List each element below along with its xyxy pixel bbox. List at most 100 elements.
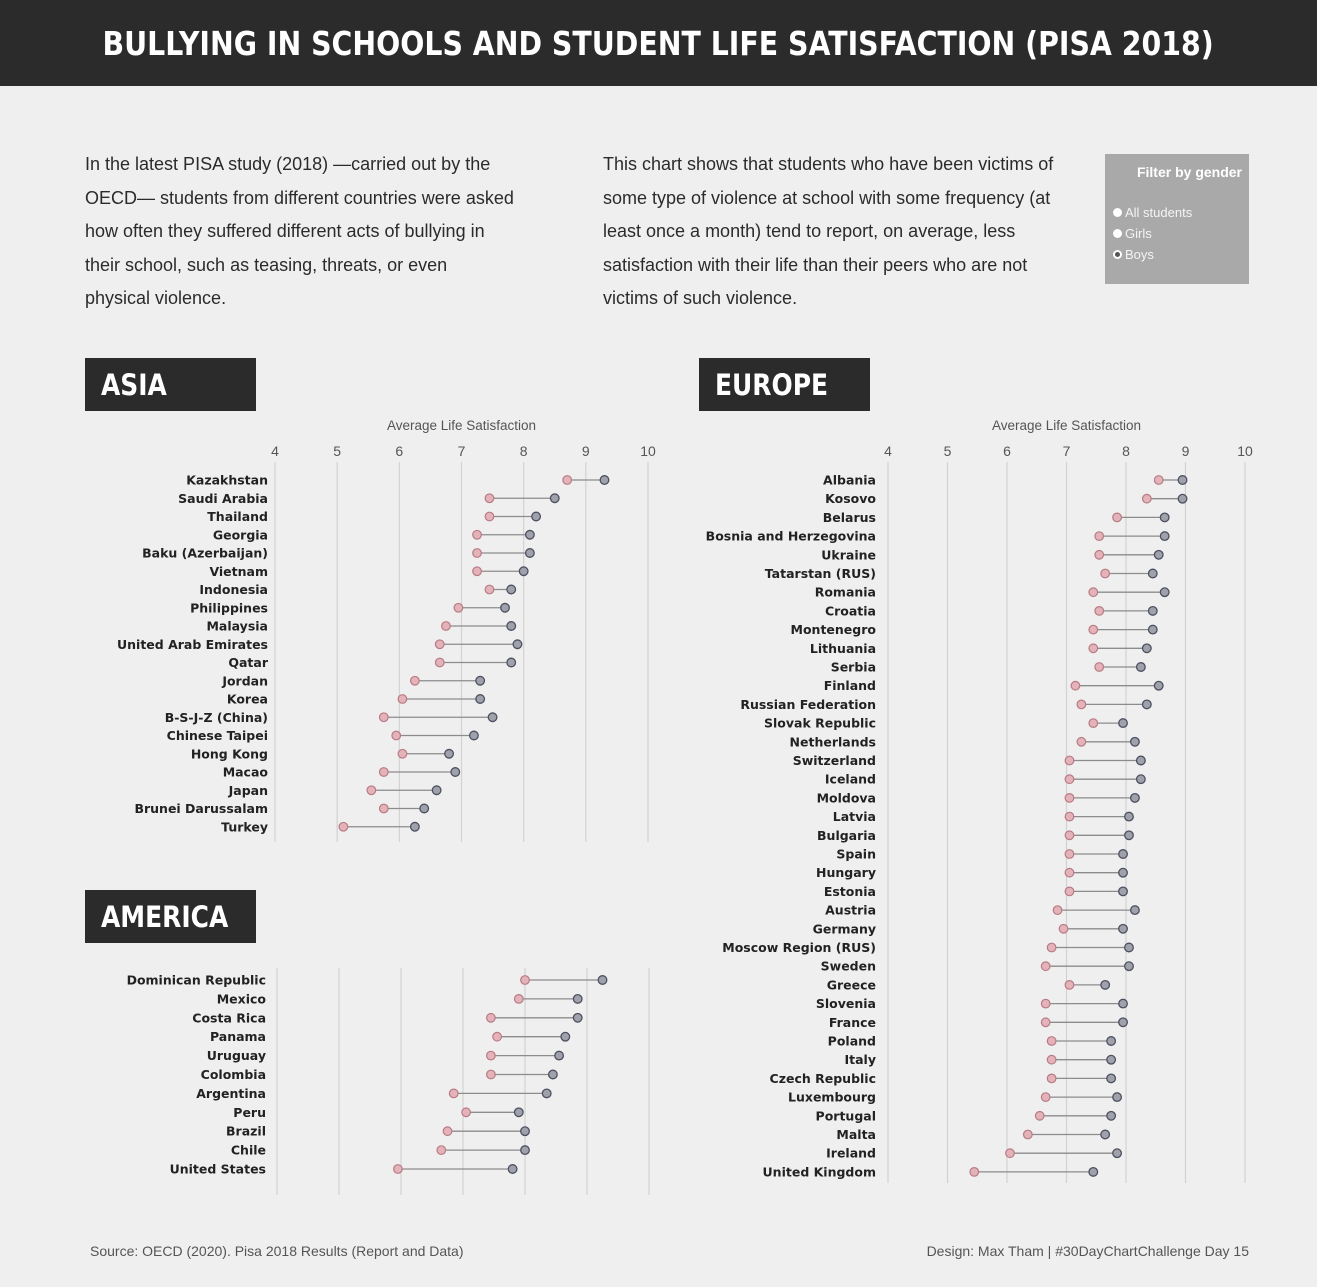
- radio-icon[interactable]: [1113, 229, 1122, 238]
- victim-point: [1005, 1148, 1015, 1159]
- tick-label: 7: [458, 443, 466, 459]
- non-victim-point: [518, 566, 529, 577]
- victim-point: [1064, 793, 1075, 803]
- non-victim-point: [409, 821, 420, 832]
- country-label: Moscow Region (RUS): [722, 940, 876, 955]
- victim-point: [338, 821, 349, 832]
- non-victim-point: [431, 785, 442, 796]
- non-victim-point: [1159, 531, 1170, 542]
- non-victim-point: [1159, 512, 1170, 523]
- title-bar: BULLYING IN SCHOOLS AND STUDENT LIFE SAT…: [0, 0, 1317, 86]
- filter-option-girls[interactable]: Girls: [1105, 223, 1249, 244]
- filter-option-all-students[interactable]: All students: [1105, 202, 1249, 223]
- non-victim-point: [1118, 998, 1128, 1009]
- victim-point: [1094, 549, 1105, 560]
- non-victim-point: [507, 1164, 518, 1174]
- country-label: Uruguay: [207, 1048, 266, 1063]
- country-label: Germany: [813, 921, 876, 936]
- victim-point: [472, 529, 482, 540]
- country-label: United Kingdom: [763, 1164, 876, 1179]
- non-victim-point: [1135, 774, 1146, 785]
- victim-point: [1064, 886, 1075, 897]
- region-label-america: AMERICA: [85, 890, 256, 943]
- country-label: Slovak Republic: [764, 716, 876, 731]
- victim-point: [1052, 905, 1063, 915]
- non-victim-point: [1147, 568, 1158, 579]
- country-label: Korea: [227, 692, 268, 707]
- victim-point: [378, 803, 389, 814]
- victim-point: [453, 602, 464, 613]
- country-label: France: [829, 1015, 876, 1030]
- country-label: Indonesia: [199, 582, 268, 597]
- non-victim-point: [554, 1050, 565, 1061]
- country-label: Czech Republic: [770, 1071, 876, 1086]
- non-victim-point: [549, 493, 560, 504]
- filter-option-label: Boys: [1125, 247, 1154, 262]
- victim-point: [472, 548, 482, 558]
- country-label: Italy: [845, 1052, 877, 1067]
- non-victim-point: [1118, 923, 1128, 934]
- page-title: BULLYING IN SCHOOLS AND STUDENT LIFE SAT…: [102, 23, 1215, 63]
- non-victim-point: [1177, 475, 1188, 485]
- non-victim-point: [1106, 1073, 1117, 1084]
- victim-point: [1076, 736, 1087, 747]
- non-victim-point: [1106, 1054, 1117, 1065]
- non-victim-point: [1135, 662, 1146, 672]
- country-label: Russian Federation: [740, 697, 876, 712]
- country-label: Belarus: [823, 510, 876, 525]
- country-label: Slovenia: [816, 996, 876, 1011]
- non-victim-point: [541, 1088, 552, 1099]
- non-victim-point: [1112, 1148, 1123, 1159]
- non-victim-point: [506, 657, 517, 668]
- country-label: Greece: [827, 977, 876, 992]
- country-label: Macao: [223, 765, 269, 780]
- country-label: Finland: [824, 678, 876, 693]
- victim-point: [1046, 1054, 1057, 1065]
- victim-point: [391, 730, 402, 741]
- victim-point: [492, 1031, 503, 1042]
- country-label: Chile: [231, 1143, 266, 1158]
- country-label: Turkey: [221, 819, 268, 834]
- non-victim-point: [1118, 1017, 1128, 1028]
- country-label: Colombia: [201, 1067, 266, 1082]
- tick-label: 6: [1003, 443, 1011, 459]
- tick-label: 5: [333, 443, 341, 459]
- victim-point: [1046, 1073, 1057, 1084]
- country-label: Qatar: [228, 655, 268, 670]
- victim-point: [1088, 643, 1099, 654]
- non-victim-point: [1141, 699, 1152, 710]
- victim-point: [1058, 923, 1069, 934]
- non-victim-point: [572, 993, 583, 1004]
- country-label: Argentina: [196, 1086, 266, 1101]
- victim-point: [366, 785, 377, 796]
- country-label: B-S-J-Z (China): [165, 710, 268, 725]
- country-label: Serbia: [831, 660, 876, 675]
- tick-label: 10: [640, 443, 656, 459]
- victim-point: [434, 639, 445, 650]
- region-label-europe: EUROPE: [699, 358, 870, 411]
- non-victim-point: [1124, 961, 1134, 972]
- non-victim-point: [597, 975, 608, 985]
- victim-point: [1094, 606, 1105, 616]
- filter-option-boys[interactable]: Boys: [1105, 244, 1249, 265]
- victim-point: [472, 566, 482, 577]
- non-victim-point: [1100, 979, 1111, 990]
- radio-icon[interactable]: [1113, 208, 1122, 217]
- victim-point: [1094, 531, 1105, 541]
- country-label: Estonia: [824, 884, 876, 899]
- victim-point: [1046, 942, 1057, 953]
- non-victim-point: [1124, 830, 1134, 841]
- country-label: Kosovo: [825, 491, 876, 506]
- victim-point: [1040, 961, 1051, 972]
- victim-point: [484, 584, 495, 595]
- filter-option-label: All students: [1125, 205, 1193, 220]
- country-label: Malaysia: [206, 619, 268, 634]
- radio-selected-icon[interactable]: [1113, 250, 1122, 259]
- country-label: Luxembourg: [788, 1090, 876, 1105]
- country-label: Mexico: [217, 991, 267, 1006]
- victim-point: [1100, 568, 1111, 579]
- victim-point: [1088, 587, 1099, 598]
- non-victim-point: [1124, 942, 1134, 953]
- country-label: Georgia: [213, 527, 268, 542]
- non-victim-point: [1135, 755, 1146, 766]
